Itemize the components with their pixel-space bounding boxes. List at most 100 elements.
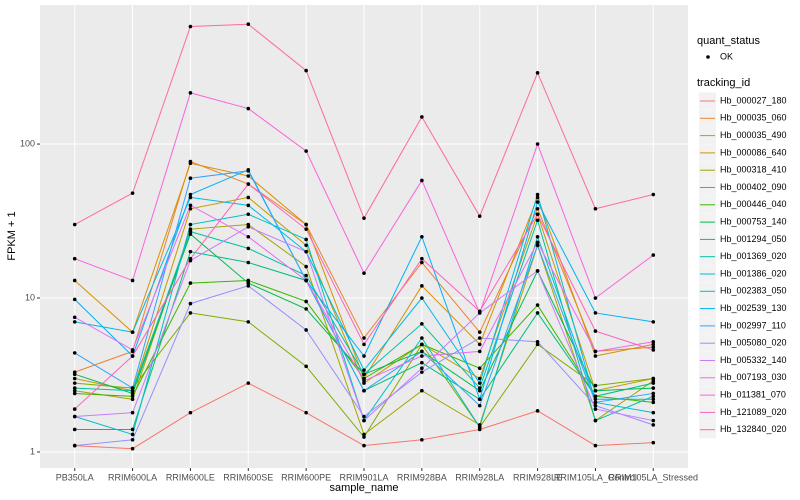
data-point bbox=[593, 354, 598, 358]
data-point bbox=[535, 342, 540, 347]
data-point bbox=[477, 349, 482, 354]
data-point bbox=[188, 206, 193, 211]
data-point bbox=[593, 349, 598, 354]
y-tick-label: 1 bbox=[30, 446, 35, 456]
data-point bbox=[304, 149, 308, 153]
legend-label: Hb_001294_050 bbox=[720, 234, 787, 244]
data-point bbox=[72, 372, 77, 377]
data-point bbox=[420, 115, 424, 119]
legend-label: Hb_002997_110 bbox=[720, 320, 786, 330]
x-tick-label: RRIM600PE bbox=[281, 472, 331, 482]
legend-title: quant_status bbox=[697, 35, 760, 47]
data-point bbox=[477, 309, 482, 314]
x-tick-label: RRIM600LA bbox=[108, 472, 157, 482]
data-point bbox=[593, 397, 598, 402]
data-point bbox=[246, 195, 251, 200]
data-point bbox=[477, 388, 482, 393]
data-point bbox=[246, 381, 251, 385]
data-point bbox=[651, 423, 656, 427]
data-point bbox=[651, 397, 656, 402]
data-point bbox=[246, 234, 251, 239]
data-point bbox=[420, 322, 424, 326]
data-point bbox=[651, 381, 656, 385]
data-point bbox=[593, 394, 598, 399]
data-point bbox=[651, 342, 656, 347]
data-point bbox=[362, 378, 366, 383]
axes: 1 10 100 PB350LA RRIM600LA RRIM600LE RRIM600SE… bbox=[20, 138, 698, 482]
data-point bbox=[304, 410, 308, 415]
y-axis-title: FPKM + 1 bbox=[6, 211, 18, 260]
data-point bbox=[593, 296, 598, 300]
data-point bbox=[535, 71, 540, 75]
x-tick-label: RRIM928LE bbox=[513, 472, 562, 482]
data-point bbox=[130, 432, 135, 437]
x-tick-label: RRIM928BA bbox=[397, 472, 447, 482]
data-point bbox=[477, 376, 482, 381]
data-point bbox=[72, 376, 77, 381]
data-point bbox=[130, 278, 135, 283]
data-point bbox=[477, 381, 482, 385]
data-point bbox=[246, 174, 251, 178]
data-point bbox=[246, 212, 251, 217]
data-point bbox=[188, 203, 193, 208]
x-tick-label: PB350LA bbox=[56, 472, 94, 482]
data-point bbox=[362, 216, 366, 220]
data-point bbox=[535, 142, 540, 146]
data-point bbox=[72, 414, 77, 419]
data-point bbox=[246, 281, 251, 285]
data-point bbox=[593, 311, 598, 315]
data-point bbox=[651, 440, 656, 445]
data-point bbox=[188, 192, 193, 197]
data-point bbox=[304, 68, 308, 73]
data-point bbox=[72, 388, 77, 393]
data-point bbox=[304, 249, 308, 254]
data-point bbox=[72, 320, 77, 324]
data-point bbox=[477, 386, 482, 390]
data-point bbox=[420, 234, 424, 239]
data-point bbox=[420, 437, 424, 442]
data-point bbox=[477, 330, 482, 334]
data-point bbox=[246, 106, 251, 111]
legend-label: Hb_000035_490 bbox=[720, 130, 787, 140]
data-point bbox=[72, 407, 77, 411]
data-point bbox=[304, 273, 308, 278]
data-point bbox=[72, 391, 77, 396]
legend-label: Hb_000402_090 bbox=[720, 182, 787, 192]
data-point bbox=[593, 443, 598, 448]
legend-title: tracking_id bbox=[697, 77, 750, 89]
legend-label: Hb_000446_040 bbox=[720, 199, 787, 209]
data-point bbox=[304, 307, 308, 311]
data-point bbox=[246, 278, 251, 283]
data-point bbox=[188, 256, 193, 261]
legend-label: Hb_121089_020 bbox=[720, 407, 787, 417]
data-point bbox=[535, 200, 540, 204]
legend-label: Hb_001369_020 bbox=[720, 251, 787, 261]
legend-label: Hb_000318_410 bbox=[720, 165, 787, 175]
data-point bbox=[188, 232, 193, 236]
legend: OK Hb_000027_180 Hb_000035_060 Hb_000035_49… bbox=[699, 51, 787, 439]
legend-label: Hb_005332_140 bbox=[720, 355, 787, 365]
x-tick-label: RRIM600LE bbox=[166, 472, 215, 482]
data-point bbox=[362, 435, 366, 439]
data-point bbox=[477, 214, 482, 218]
data-point bbox=[72, 256, 77, 261]
data-point bbox=[593, 403, 598, 408]
data-point bbox=[362, 342, 366, 347]
data-point bbox=[362, 271, 366, 275]
data-point bbox=[362, 388, 366, 393]
x-tick-label: RRIM105LA_Control bbox=[554, 472, 637, 482]
data-point bbox=[420, 178, 424, 183]
data-point bbox=[651, 386, 656, 390]
data-point bbox=[130, 446, 135, 451]
data-point bbox=[246, 225, 251, 229]
data-point bbox=[651, 394, 656, 399]
data-point bbox=[651, 400, 656, 405]
data-point bbox=[535, 269, 540, 273]
data-point bbox=[535, 409, 540, 413]
data-point bbox=[535, 192, 540, 197]
data-point bbox=[188, 176, 193, 181]
data-point bbox=[72, 351, 77, 355]
legend-label: Hb_000753_140 bbox=[720, 216, 787, 226]
data-point bbox=[420, 370, 424, 374]
